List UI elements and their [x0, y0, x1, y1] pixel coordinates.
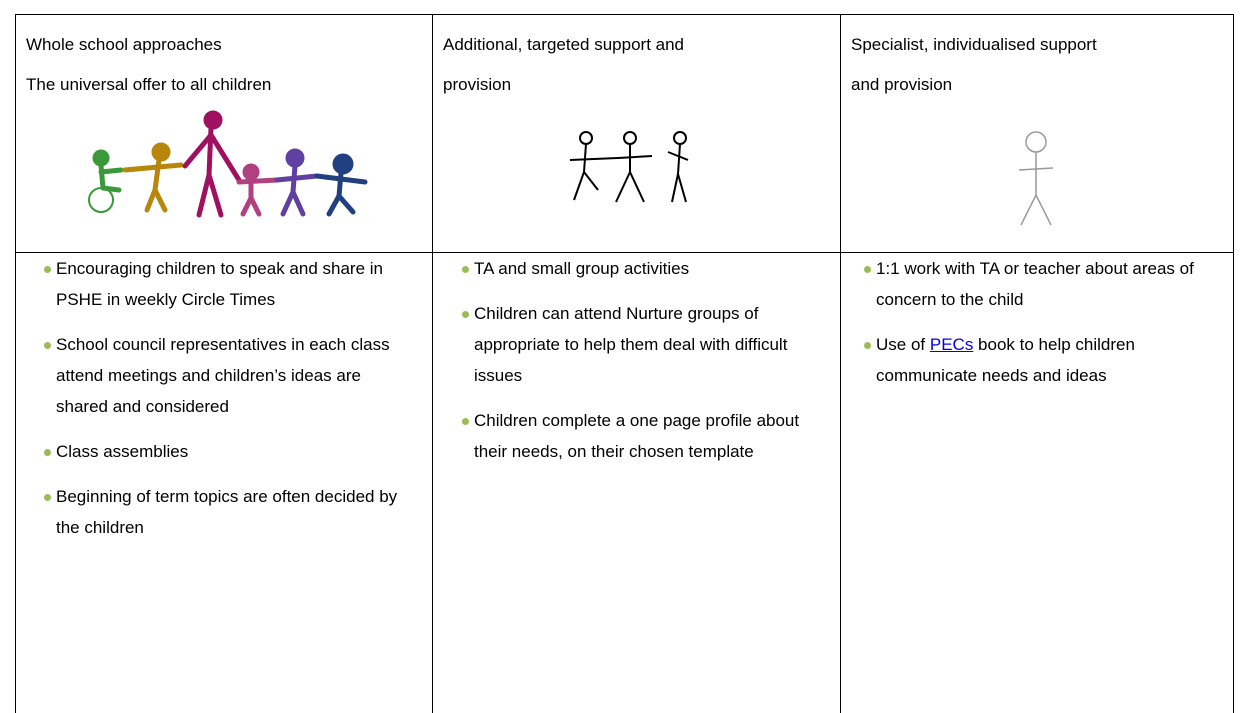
- header-text: Specialist, individualised support and p…: [851, 25, 1221, 105]
- header-cell: Specialist, individualised support and p…: [840, 14, 1234, 253]
- bullet: 1:1 work with TA or teacher about areas …: [864, 253, 1209, 315]
- header-line: Specialist, individualised support: [851, 35, 1097, 54]
- bullet: Beginning of term topics are often decid…: [44, 481, 414, 543]
- bullet-list: TA and small group activities Children c…: [462, 253, 807, 481]
- bullet: Children complete a one page profile abo…: [462, 405, 807, 467]
- bullet: Use of PECs book to help children commun…: [864, 329, 1209, 391]
- header-line: Whole school approaches: [26, 35, 222, 54]
- link[interactable]: PECs: [929, 335, 974, 354]
- header-text: Whole school approaches The universal of…: [26, 25, 396, 105]
- bullet: Encouraging children to speak and share …: [44, 253, 414, 315]
- bullet-text: book to help children communicate needs …: [876, 335, 1135, 385]
- bullet-list: 1:1 work with TA or teacher about areas …: [864, 253, 1209, 405]
- single-picture: [1018, 131, 1054, 226]
- header-line: Additional, targeted support and: [443, 35, 685, 54]
- bullet: Class assemblies: [44, 436, 414, 467]
- header-line: The universal offer to all children: [26, 75, 272, 94]
- bullet: School council representatives in each c…: [44, 329, 414, 422]
- body-cell: Encouraging children to speak and share …: [15, 253, 433, 713]
- header-cell: Whole school approaches The universal of…: [15, 14, 433, 253]
- body-cell: 1:1 work with TA or teacher about areas …: [840, 253, 1234, 713]
- header-cell: Additional, targeted support and provisi…: [432, 14, 841, 253]
- trio-picture: [569, 131, 689, 203]
- family-picture: [88, 110, 368, 218]
- bullet-text: Use of: [876, 335, 930, 354]
- header-text: Additional, targeted support and provisi…: [443, 25, 813, 105]
- bullet-list: Encouraging children to speak and share …: [44, 253, 414, 557]
- body-cell: TA and small group activities Children c…: [432, 253, 841, 713]
- bullet: Children can attend Nurture groups of ap…: [462, 298, 807, 391]
- bullet: TA and small group activities: [462, 253, 807, 284]
- header-line: provision: [443, 75, 512, 94]
- header-line: and provision: [851, 75, 953, 94]
